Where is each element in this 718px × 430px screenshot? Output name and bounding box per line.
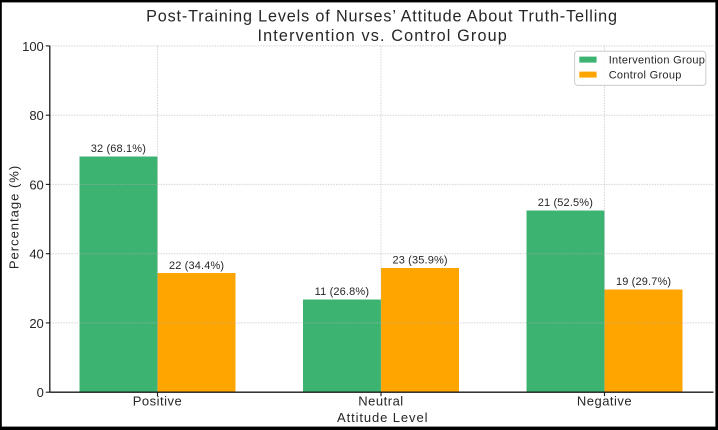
- svg-text:20: 20: [29, 316, 43, 331]
- svg-text:Intervention Group: Intervention Group: [609, 55, 706, 67]
- svg-text:0: 0: [37, 385, 44, 400]
- svg-text:32 (68.1%): 32 (68.1%): [91, 143, 146, 155]
- svg-text:Percentage (%): Percentage (%): [7, 165, 22, 269]
- svg-text:Intervention vs. Control Group: Intervention vs. Control Group: [257, 27, 507, 45]
- svg-text:40: 40: [29, 247, 43, 262]
- svg-text:80: 80: [29, 108, 43, 123]
- svg-text:11 (26.8%): 11 (26.8%): [315, 286, 370, 298]
- svg-text:Neutral: Neutral: [358, 393, 403, 408]
- svg-text:19 (29.7%): 19 (29.7%): [616, 276, 671, 288]
- svg-text:23 (35.9%): 23 (35.9%): [392, 255, 447, 267]
- svg-text:Positive: Positive: [133, 393, 183, 408]
- svg-text:22 (34.4%): 22 (34.4%): [169, 260, 224, 272]
- svg-text:Post-Training Levels of Nurses: Post-Training Levels of Nurses’ Attitude…: [146, 8, 618, 26]
- svg-text:Attitude Level: Attitude Level: [337, 410, 428, 425]
- svg-text:Negative: Negative: [577, 393, 632, 408]
- svg-text:21 (52.5%): 21 (52.5%): [538, 197, 593, 209]
- svg-text:100: 100: [22, 39, 44, 54]
- svg-text:60: 60: [29, 177, 43, 192]
- svg-text:Control Group: Control Group: [609, 70, 682, 82]
